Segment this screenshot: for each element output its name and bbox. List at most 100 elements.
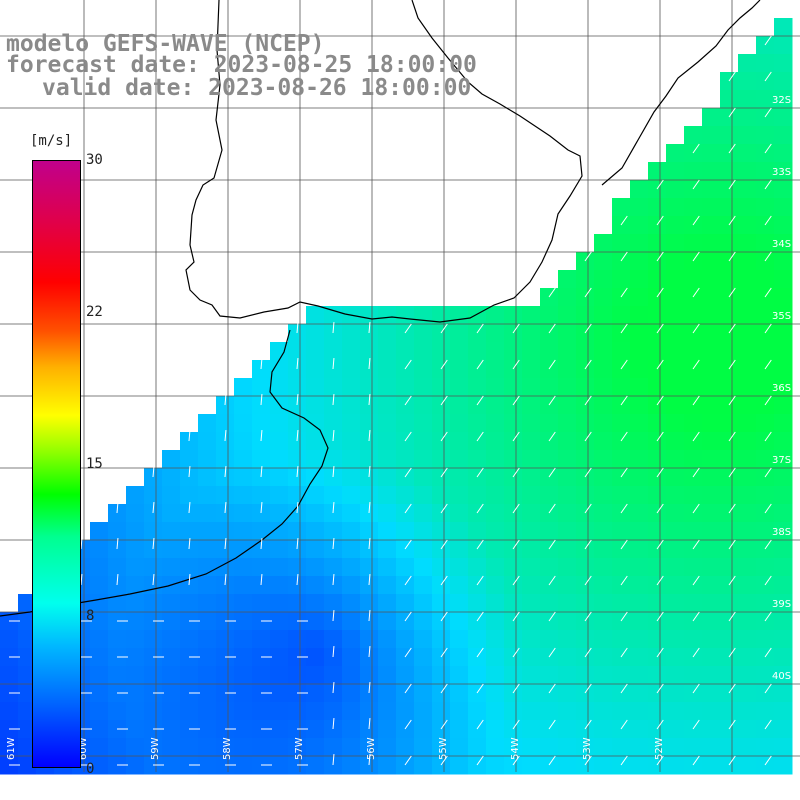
- wind-cell: [450, 468, 469, 487]
- title-model: modelo GEFS-WAVE (NCEP): [6, 31, 325, 57]
- wind-vector: [764, 287, 772, 298]
- wind-cell: [666, 234, 685, 253]
- wind-cell: [90, 576, 109, 595]
- wind-vector: [620, 251, 628, 262]
- wind-cell: [540, 522, 559, 541]
- wind-cell: [468, 720, 487, 739]
- wind-cell: [360, 666, 379, 685]
- wind-cell: [288, 378, 307, 397]
- wind-cell: [738, 378, 757, 397]
- wind-vector: [476, 683, 484, 694]
- wind-cell: [720, 504, 739, 523]
- wind-cell: [576, 288, 595, 307]
- wind-cell: [558, 324, 577, 343]
- lat-label: 35S: [772, 311, 791, 322]
- wind-cell: [522, 666, 541, 685]
- wind-cell: [252, 594, 271, 613]
- wind-cell: [630, 288, 649, 307]
- wind-cell: [756, 558, 775, 577]
- wind-vector: [476, 719, 484, 730]
- wind-cell: [738, 288, 757, 307]
- wind-cell: [378, 414, 397, 433]
- wind-cell: [306, 612, 325, 631]
- wind-vector: [404, 611, 412, 622]
- wind-vector: [620, 215, 628, 226]
- wind-cell: [540, 702, 559, 721]
- wind-cell: [774, 180, 793, 199]
- wind-cell: [720, 306, 739, 325]
- wind-cell: [774, 252, 793, 271]
- wind-cell: [504, 558, 523, 577]
- wind-cell: [720, 612, 739, 631]
- wind-cell: [144, 702, 163, 721]
- wind-cell: [522, 324, 541, 343]
- wind-cell: [756, 144, 775, 163]
- wind-cell: [630, 666, 649, 685]
- wind-cell: [306, 306, 325, 325]
- wind-cell: [630, 504, 649, 523]
- wind-cell: [396, 612, 415, 631]
- wind-cell: [702, 666, 721, 685]
- wind-cell: [612, 432, 631, 451]
- wind-cell: [684, 216, 703, 235]
- wind-cell: [684, 666, 703, 685]
- wind-vector: [692, 431, 700, 442]
- wind-cell: [558, 540, 577, 559]
- wind-cell: [252, 450, 271, 469]
- wind-cell: [630, 306, 649, 325]
- wind-cell: [702, 756, 721, 775]
- wind-vector: [404, 575, 412, 586]
- wind-cell: [558, 630, 577, 649]
- wind-cell: [198, 666, 217, 685]
- wind-cell: [486, 468, 505, 487]
- wind-cell: [738, 720, 757, 739]
- wind-cell: [504, 684, 523, 703]
- wind-cell: [720, 162, 739, 181]
- wind-cell: [144, 558, 163, 577]
- wind-cell: [342, 432, 361, 451]
- wind-cell: [486, 684, 505, 703]
- wind-cell: [666, 432, 685, 451]
- wind-cell: [774, 720, 793, 739]
- wind-vector: [296, 537, 299, 550]
- wind-vector: [692, 215, 700, 226]
- wind-cell: [756, 270, 775, 289]
- wind-cell: [432, 450, 451, 469]
- wind-cell: [414, 702, 433, 721]
- wind-cell: [144, 630, 163, 649]
- wind-cell: [324, 666, 343, 685]
- wind-cell: [414, 486, 433, 505]
- wind-cell: [216, 504, 235, 523]
- wind-cell: [594, 486, 613, 505]
- wind-cell: [324, 378, 343, 397]
- lon-label: 56W: [366, 737, 377, 760]
- wind-cell: [648, 522, 667, 541]
- wind-cell: [558, 666, 577, 685]
- wind-cell: [720, 486, 739, 505]
- wind-vector: [260, 573, 263, 586]
- wind-cell: [774, 198, 793, 217]
- wind-vector: [512, 683, 520, 694]
- wind-cell: [198, 558, 217, 577]
- wind-cell: [738, 126, 757, 145]
- wind-cell: [666, 270, 685, 289]
- wind-cell: [270, 612, 289, 631]
- wind-vector: [368, 357, 371, 370]
- wind-vector: [548, 503, 556, 514]
- longitude-labels: 61W 60W 59W 58W 57W 56W 55W 54W 53W 52W: [6, 737, 665, 760]
- wind-cell: [774, 540, 793, 559]
- wind-cell: [612, 450, 631, 469]
- wind-cell: [558, 504, 577, 523]
- wind-vector: [404, 539, 412, 550]
- wind-cell: [414, 504, 433, 523]
- wind-cell: [594, 432, 613, 451]
- wind-vector: [620, 395, 628, 406]
- wind-cell: [702, 504, 721, 523]
- wind-vector: [692, 287, 700, 298]
- wind-cell: [396, 504, 415, 523]
- wind-vector: [476, 611, 484, 622]
- wind-cell: [648, 684, 667, 703]
- wind-cell: [198, 594, 217, 613]
- wind-cell: [576, 396, 595, 415]
